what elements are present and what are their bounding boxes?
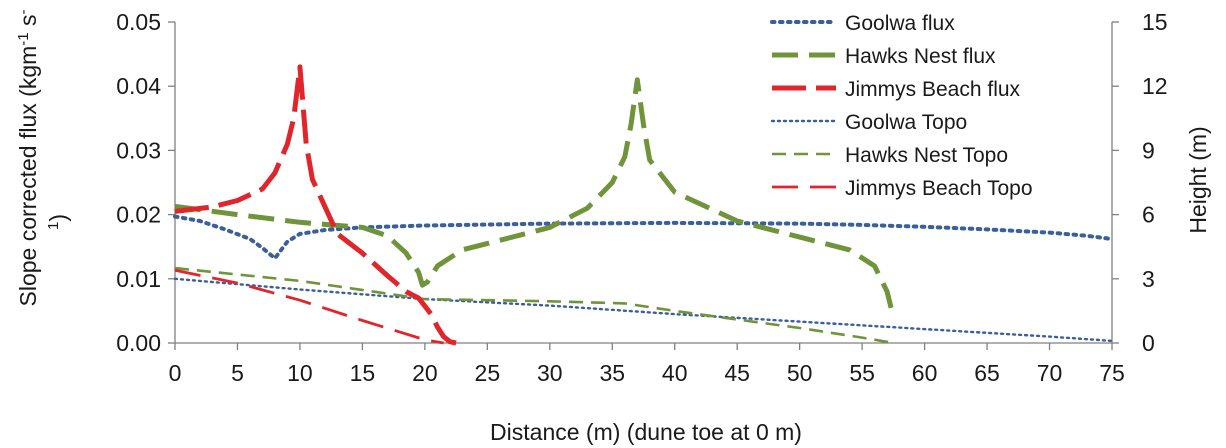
x-tick-label: 70	[1037, 360, 1063, 386]
legend-label: Hawks Nest flux	[845, 45, 996, 68]
tick-labels: 0.00 0.01 0.02 0.03 0.04 0.05 0 3 6 9 12 15 0 5 10 15 20…	[116, 9, 1167, 386]
y-tick-label: 0.03	[116, 137, 161, 163]
x-tick-label: 30	[537, 360, 563, 386]
y2-tick-label: 3	[1142, 266, 1155, 292]
y-tick-label: 0.00	[116, 330, 161, 356]
legend-label: Hawks Nest Topo	[845, 144, 1008, 167]
x-tick-label: 45	[724, 360, 750, 386]
series-line-jimmys-beach-flux	[174, 64, 457, 346]
x-tick-label: 10	[287, 360, 313, 386]
legend-label: Jimmys Beach Topo	[845, 177, 1033, 200]
x-tick-label: 15	[350, 360, 376, 386]
legend-label: Goolwa Topo	[845, 111, 967, 134]
x-tick-label: 75	[1099, 360, 1125, 386]
axes	[168, 21, 1119, 350]
y2-tick-label: 15	[1142, 9, 1168, 35]
y-tick-label: 0.05	[116, 9, 161, 35]
legend-label: Goolwa flux	[845, 12, 955, 35]
series-line-hawks-nest-topo	[174, 266, 894, 345]
y-tick-label: 0.02	[116, 202, 161, 228]
x-tick-label: 40	[662, 360, 688, 386]
y2-tick-label: 12	[1142, 73, 1168, 99]
y2-axis-title: Height (m)	[1185, 126, 1211, 233]
x-tick-label: 25	[475, 360, 501, 386]
y2-tick-label: 9	[1142, 137, 1155, 163]
y-axis-title-wrap: 1)	[45, 214, 72, 230]
y2-tick-label: 0	[1142, 330, 1155, 356]
y2-tick-label: 6	[1142, 202, 1155, 228]
x-tick-label: 60	[912, 360, 938, 386]
x-tick-label: 0	[169, 360, 182, 386]
x-tick-label: 55	[849, 360, 875, 386]
x-tick-label: 50	[787, 360, 813, 386]
x-tick-label: 20	[412, 360, 438, 386]
series-line-goolwa-flux	[173, 214, 1114, 261]
y-tick-label: 0.01	[116, 266, 161, 292]
series-line-jimmys-beach-topo	[174, 268, 444, 345]
y-tick-label: 0.04	[116, 73, 161, 99]
legend: Goolwa flux Hawks Nest flux Jimmys Beach f…	[770, 12, 1033, 200]
x-tick-label: 35	[599, 360, 625, 386]
legend-label: Jimmys Beach flux	[845, 78, 1021, 101]
x-axis-title: Distance (m) (dune toe at 0 m)	[490, 419, 802, 445]
series-layer	[173, 64, 1114, 346]
x-tick-label: 65	[974, 360, 1000, 386]
series-line-hawks-nest-flux	[174, 77, 896, 318]
series-line-goolwa-topo	[173, 277, 1114, 343]
x-tick-label: 5	[231, 360, 244, 386]
y-axis-title: Slope corrected flux (kgm-1 s-	[15, 9, 42, 306]
